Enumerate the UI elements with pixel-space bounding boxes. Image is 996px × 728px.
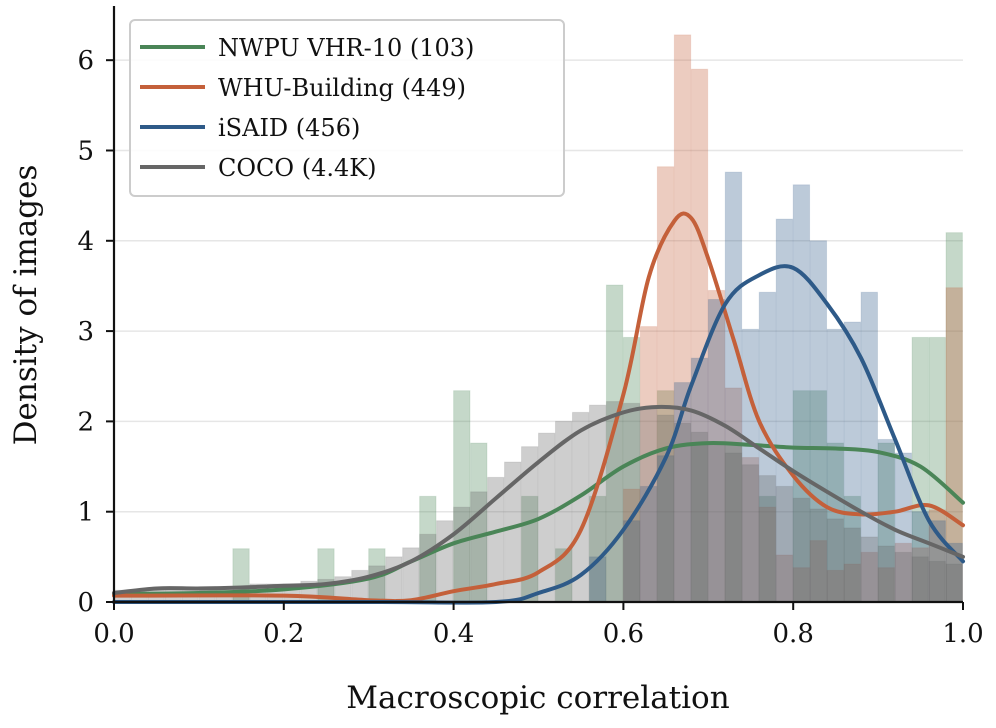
y-tick-label: 6 bbox=[77, 46, 94, 76]
hist-bar bbox=[792, 497, 811, 603]
legend-label-whu: WHU-Building (449) bbox=[218, 74, 466, 102]
hist-bar bbox=[826, 518, 845, 603]
hist-bar bbox=[843, 527, 862, 603]
y-tick-label: 2 bbox=[77, 407, 94, 437]
y-tick-label: 5 bbox=[77, 136, 94, 166]
x-tick-label: 0.2 bbox=[263, 619, 304, 649]
legend: NWPU VHR-10 (103) WHU-Building (449) iSA… bbox=[129, 19, 565, 197]
x-tick-label: 0.4 bbox=[433, 619, 474, 649]
y-tick-label: 0 bbox=[77, 588, 94, 618]
hist-bar bbox=[758, 475, 777, 603]
hist-bar bbox=[775, 485, 794, 603]
axes bbox=[112, 6, 963, 604]
hist-bar bbox=[877, 545, 895, 603]
hist-bar bbox=[351, 569, 369, 603]
hist-bar bbox=[911, 556, 929, 603]
bar-group-1 bbox=[622, 34, 963, 603]
hist-bar bbox=[402, 547, 420, 603]
hist-bar bbox=[860, 536, 878, 603]
legend-label-nwpu: NWPU VHR-10 (103) bbox=[218, 34, 474, 62]
x-tick-label: 0.6 bbox=[603, 619, 644, 649]
axis-ticks: 0.0 0.2 0.4 0.6 0.8 1.0 0 1 2 3 4 5 6 bbox=[77, 46, 983, 649]
hist-bar bbox=[419, 533, 437, 603]
hist-bar bbox=[724, 452, 743, 603]
x-tick-label: 0.8 bbox=[773, 619, 814, 649]
hist-bar bbox=[741, 464, 760, 603]
y-tick-label: 3 bbox=[77, 317, 94, 347]
hist-bar bbox=[928, 560, 946, 603]
kde-line-3 bbox=[112, 404, 965, 595]
hist-bar bbox=[622, 402, 641, 603]
legend-label-isaid: iSAID (456) bbox=[218, 114, 360, 142]
x-tick-label: 0.0 bbox=[93, 619, 134, 649]
hist-bar bbox=[385, 556, 403, 603]
legend-label-coco: COCO (4.4K) bbox=[218, 154, 377, 182]
x-axis-label: Macroscopic correlation bbox=[346, 680, 729, 716]
hist-bar bbox=[690, 431, 709, 603]
hist-bar bbox=[894, 551, 912, 603]
bar-group-3 bbox=[113, 401, 963, 603]
y-tick-label: 1 bbox=[77, 498, 94, 528]
legend-frame bbox=[129, 19, 565, 197]
hist-bar bbox=[639, 407, 658, 603]
y-tick-label: 4 bbox=[77, 227, 94, 257]
hist-bar bbox=[673, 422, 692, 603]
hist-bar bbox=[809, 508, 828, 603]
x-tick-label: 1.0 bbox=[942, 619, 983, 649]
y-axis-label: Density of images bbox=[8, 165, 44, 446]
hist-bar bbox=[945, 563, 963, 603]
hist-bar bbox=[707, 441, 726, 603]
